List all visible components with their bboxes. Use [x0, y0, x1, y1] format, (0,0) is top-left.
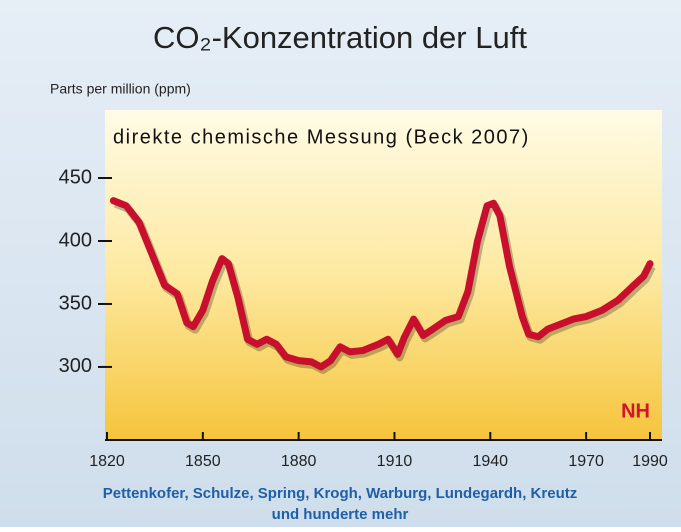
- x-tick-label: 1850: [185, 453, 221, 470]
- region-label: NH: [621, 400, 650, 422]
- y-axis-label: Parts per million (ppm): [50, 81, 191, 97]
- chart-title: CO₂-Konzentration der Luft: [153, 20, 527, 55]
- x-tick-label: 1820: [89, 453, 125, 470]
- plot-area: [105, 110, 662, 440]
- y-tick-label: 300: [59, 355, 92, 377]
- source-more: und hunderte mehr: [272, 506, 409, 523]
- x-tick-label: 1910: [377, 453, 413, 470]
- x-tick-label: 1940: [472, 453, 508, 470]
- x-tick-label: 1880: [281, 453, 317, 470]
- x-tick-label: 1990: [632, 453, 668, 470]
- data-line: [109, 197, 654, 371]
- y-tick-label: 400: [59, 229, 92, 251]
- y-tick-label: 450: [59, 166, 92, 188]
- y-tick-label: 350: [59, 292, 92, 314]
- source: Pettenkofer, Schulze, Spring, Krogh, War…: [103, 485, 577, 502]
- annotation: direkte chemische Messung (Beck 2007): [113, 126, 530, 148]
- x-tick-label: 1970: [568, 453, 604, 470]
